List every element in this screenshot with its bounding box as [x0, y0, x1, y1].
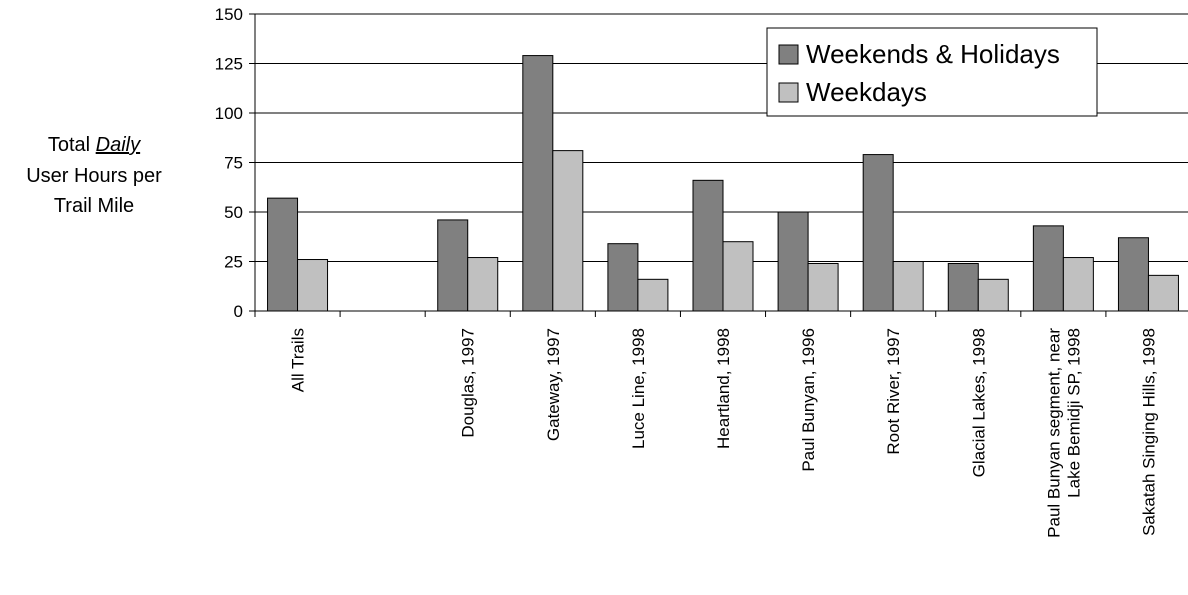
- bar-weekends-holidays: [777, 211, 809, 312]
- bar-weekends-holidays: [607, 243, 639, 312]
- x-category-label: Root River, 1997: [884, 328, 903, 455]
- x-category-label: Gateway, 1997: [544, 328, 563, 441]
- bar-weekends-holidays: [947, 262, 979, 312]
- x-category-label: Paul Bunyan, 1996: [799, 328, 818, 472]
- y-axis-label-line: Trail Mile: [54, 195, 134, 217]
- legend-box: [766, 27, 1098, 117]
- legend: Weekends & Holidays Weekdays: [766, 27, 1098, 117]
- y-axis-label: Total Daily User Hours per Trail Mile: [26, 134, 162, 217]
- y-tick-label: 25: [224, 253, 243, 272]
- legend-entry: Weekdays: [806, 77, 927, 107]
- bar-weekdays: [722, 241, 754, 312]
- legend-entry: Weekends & Holidays: [806, 39, 1060, 69]
- y-tick-label: 150: [215, 5, 243, 24]
- x-category-label: Heartland, 1998: [714, 328, 733, 449]
- bar-weekends-holidays: [1032, 225, 1064, 312]
- y-tick-label: 125: [215, 55, 243, 74]
- bar-weekends-holidays: [267, 197, 299, 312]
- bar-weekdays: [467, 257, 499, 312]
- bar-weekdays: [977, 278, 1009, 312]
- legend-swatch: [778, 82, 799, 103]
- bar-weekdays: [807, 262, 839, 312]
- bar-weekdays: [552, 150, 584, 312]
- y-tick-label: 100: [215, 104, 243, 123]
- y-axis-label-line: Total Daily: [48, 134, 141, 156]
- bar-weekdays: [297, 259, 329, 312]
- x-category-label: Lake Bemidji SP, 1998: [1064, 328, 1083, 498]
- x-category-label: Paul Bunyan segment, near: [1044, 328, 1063, 538]
- bar-weekdays: [637, 278, 669, 312]
- y-tick-labels: 0 25 50 75 100 125 150: [215, 5, 255, 321]
- x-category-labels: All Trails Douglas, 1997 Gateway, 1997 Luce…: [289, 328, 1159, 538]
- bar-weekdays: [892, 261, 924, 312]
- bar-weekdays: [1147, 274, 1179, 312]
- y-axis-label-line: User Hours per: [26, 165, 162, 187]
- legend-swatch: [778, 44, 799, 65]
- bar-weekends-holidays: [522, 55, 554, 312]
- bar-weekends-holidays: [437, 219, 469, 312]
- x-category-label: Luce Line, 1998: [629, 328, 648, 449]
- x-category-label: Sakatah Singing Hills, 1998: [1139, 328, 1158, 536]
- y-tick-label: 75: [224, 154, 243, 173]
- bar-weekends-holidays: [1117, 237, 1149, 312]
- x-category-label: Glacial Lakes, 1998: [969, 328, 988, 477]
- bar-weekends-holidays: [692, 179, 724, 312]
- bar-weekends-holidays: [862, 154, 894, 312]
- y-tick-label: 50: [224, 203, 243, 222]
- x-category-label: All Trails: [289, 328, 308, 392]
- x-category-label: Douglas, 1997: [459, 328, 478, 438]
- y-tick-label: 0: [234, 302, 243, 321]
- bars: [267, 55, 1179, 312]
- bar-weekdays: [1062, 257, 1094, 312]
